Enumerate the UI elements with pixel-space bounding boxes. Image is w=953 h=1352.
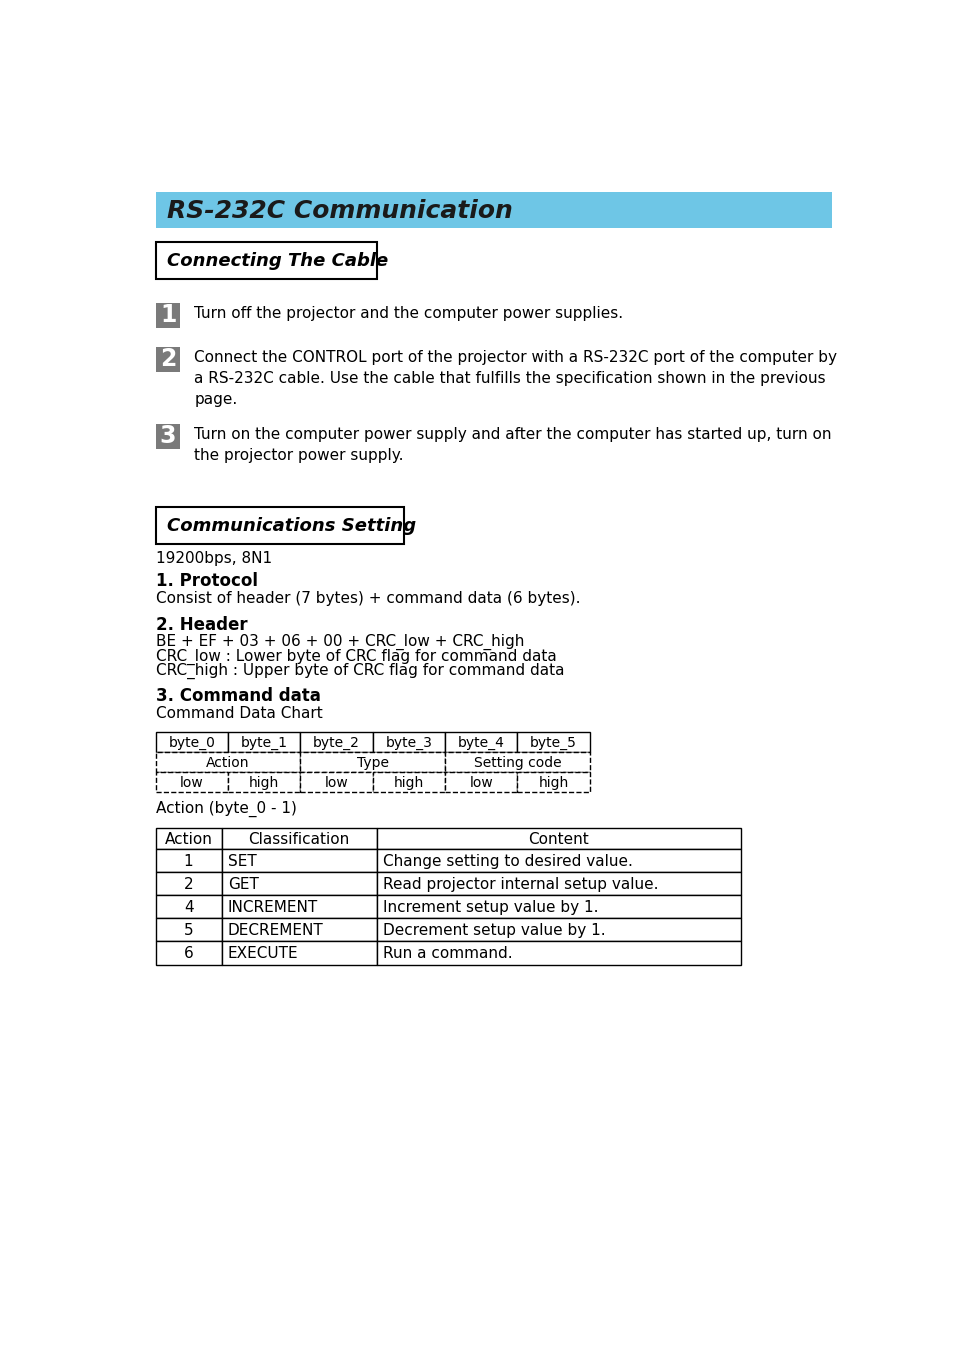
- Text: 1. Protocol: 1. Protocol: [155, 572, 257, 589]
- Text: high: high: [394, 776, 423, 790]
- Bar: [155, 872, 221, 895]
- Text: Increment setup value by 1.: Increment setup value by 1.: [382, 900, 598, 915]
- Text: byte_1: byte_1: [240, 735, 288, 750]
- Bar: [444, 772, 517, 792]
- Text: CRC_low : Lower byte of CRC flag for command data: CRC_low : Lower byte of CRC flag for com…: [155, 649, 556, 665]
- Text: low: low: [324, 776, 348, 790]
- Text: byte_3: byte_3: [385, 735, 432, 750]
- Text: low: low: [469, 776, 493, 790]
- Bar: [376, 827, 740, 849]
- Bar: [376, 895, 740, 918]
- Bar: [444, 731, 517, 752]
- Text: 3: 3: [160, 425, 176, 449]
- Text: GET: GET: [228, 877, 258, 892]
- Bar: [300, 772, 373, 792]
- Bar: [155, 752, 300, 772]
- Text: RS-232C Communication: RS-232C Communication: [167, 199, 512, 223]
- Text: Connecting The Cable: Connecting The Cable: [167, 251, 387, 270]
- Text: low: low: [180, 776, 204, 790]
- Bar: [155, 192, 831, 228]
- Text: Action: Action: [165, 831, 213, 846]
- Bar: [155, 827, 221, 849]
- Bar: [444, 752, 589, 772]
- Bar: [376, 918, 740, 941]
- Bar: [373, 772, 444, 792]
- Text: SET: SET: [228, 854, 256, 869]
- Bar: [155, 772, 228, 792]
- Text: Turn off the projector and the computer power supplies.: Turn off the projector and the computer …: [194, 307, 623, 322]
- Text: byte_5: byte_5: [530, 735, 577, 750]
- Text: Connect the CONTROL port of the projector with a RS-232C port of the computer by: Connect the CONTROL port of the projecto…: [194, 350, 837, 407]
- Bar: [221, 827, 376, 849]
- Bar: [221, 872, 376, 895]
- Bar: [155, 895, 221, 918]
- Text: Run a command.: Run a command.: [382, 946, 512, 961]
- Text: 3. Command data: 3. Command data: [155, 687, 320, 706]
- Text: 4: 4: [184, 900, 193, 915]
- Text: byte_0: byte_0: [169, 735, 215, 750]
- Text: CRC_high : Upper byte of CRC flag for command data: CRC_high : Upper byte of CRC flag for co…: [155, 662, 563, 679]
- Text: 19200bps, 8N1: 19200bps, 8N1: [155, 550, 272, 565]
- Text: Classification: Classification: [248, 831, 350, 846]
- Bar: [155, 731, 228, 752]
- Text: byte_4: byte_4: [457, 735, 504, 750]
- Bar: [300, 731, 373, 752]
- Text: 1: 1: [184, 854, 193, 869]
- Text: Type: Type: [356, 756, 388, 769]
- Bar: [221, 895, 376, 918]
- Text: 1: 1: [160, 303, 176, 327]
- Text: 5: 5: [184, 923, 193, 938]
- Bar: [517, 772, 589, 792]
- Bar: [155, 347, 180, 372]
- Bar: [155, 507, 403, 544]
- Bar: [228, 772, 300, 792]
- Bar: [228, 731, 300, 752]
- Text: Read projector internal setup value.: Read projector internal setup value.: [382, 877, 658, 892]
- Bar: [376, 872, 740, 895]
- Text: high: high: [249, 776, 279, 790]
- Text: high: high: [537, 776, 568, 790]
- Text: 2. Header: 2. Header: [155, 615, 247, 634]
- Text: Communications Setting: Communications Setting: [167, 518, 416, 535]
- Text: INCREMENT: INCREMENT: [228, 900, 317, 915]
- Bar: [373, 731, 444, 752]
- Text: Content: Content: [528, 831, 588, 846]
- Text: 2: 2: [160, 347, 176, 372]
- Bar: [300, 752, 444, 772]
- Bar: [155, 425, 180, 449]
- Text: DECREMENT: DECREMENT: [228, 923, 323, 938]
- Bar: [221, 941, 376, 964]
- Text: Action: Action: [206, 756, 250, 769]
- Text: Command Data Chart: Command Data Chart: [155, 706, 322, 721]
- Text: byte_2: byte_2: [313, 735, 359, 750]
- Bar: [221, 849, 376, 872]
- Bar: [155, 849, 221, 872]
- Text: Consist of header (7 bytes) + command data (6 bytes).: Consist of header (7 bytes) + command da…: [155, 591, 579, 606]
- Bar: [155, 242, 376, 279]
- Text: BE + EF + 03 + 06 + 00 + CRC_low + CRC_high: BE + EF + 03 + 06 + 00 + CRC_low + CRC_h…: [155, 634, 523, 650]
- Bar: [221, 918, 376, 941]
- Bar: [155, 303, 180, 327]
- Bar: [155, 918, 221, 941]
- Text: Turn on the computer power supply and after the computer has started up, turn on: Turn on the computer power supply and af…: [194, 427, 831, 464]
- Bar: [517, 731, 589, 752]
- Text: 2: 2: [184, 877, 193, 892]
- Text: Setting code: Setting code: [473, 756, 560, 769]
- Bar: [376, 849, 740, 872]
- Text: Action (byte_0 - 1): Action (byte_0 - 1): [155, 800, 296, 817]
- Text: 6: 6: [184, 946, 193, 961]
- Text: Decrement setup value by 1.: Decrement setup value by 1.: [382, 923, 605, 938]
- Bar: [376, 941, 740, 964]
- Text: EXECUTE: EXECUTE: [228, 946, 298, 961]
- Bar: [155, 941, 221, 964]
- Text: Change setting to desired value.: Change setting to desired value.: [382, 854, 632, 869]
